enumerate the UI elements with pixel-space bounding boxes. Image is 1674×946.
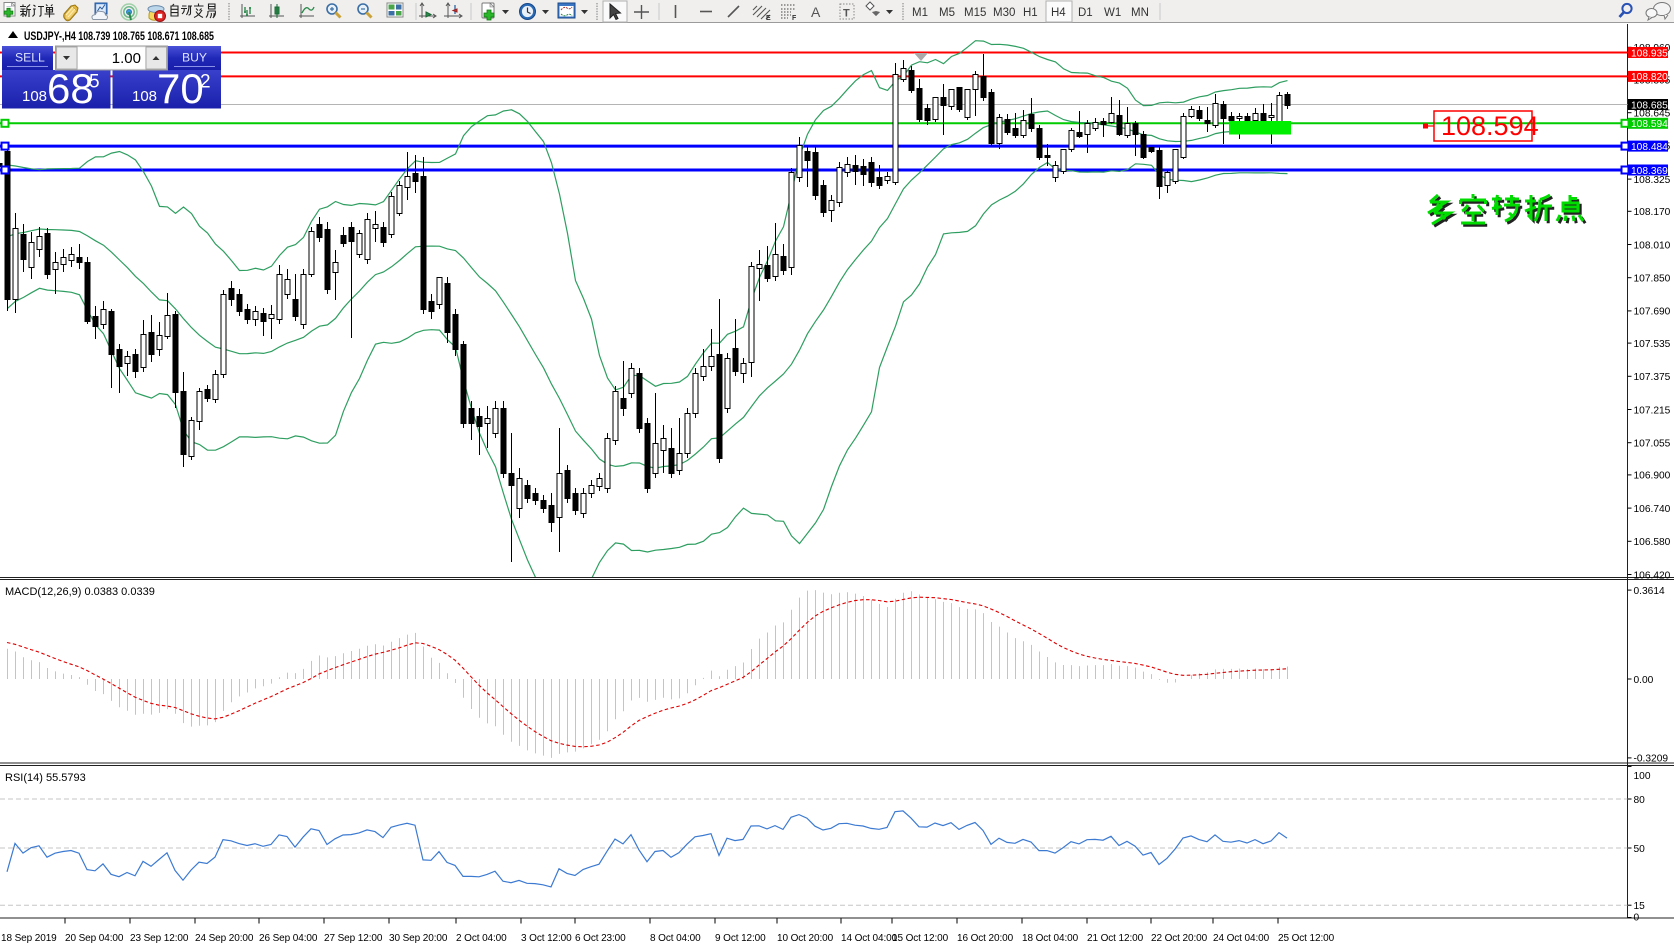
svg-text:107.535: 107.535 xyxy=(1634,339,1671,350)
svg-text:H1: H1 xyxy=(1023,7,1038,19)
svg-text:26 Sep 04:00: 26 Sep 04:00 xyxy=(259,933,318,944)
svg-text:H4: H4 xyxy=(1051,7,1066,19)
svg-text:M15: M15 xyxy=(964,7,986,19)
svg-text:16 Oct 20:00: 16 Oct 20:00 xyxy=(957,933,1014,944)
svg-text:30 Sep 20:00: 30 Sep 20:00 xyxy=(389,933,448,944)
svg-text:25 Oct 12:00: 25 Oct 12:00 xyxy=(1278,933,1335,944)
svg-text:USDJPY-,H4 108.739 108.765 10: USDJPY-,H4 108.739 108.765 108.671 108.6… xyxy=(24,31,214,43)
svg-text:108.594: 108.594 xyxy=(1441,111,1539,141)
svg-text:6 Oct 23:00: 6 Oct 23:00 xyxy=(575,933,626,944)
svg-text:9 Oct 12:00: 9 Oct 12:00 xyxy=(715,933,766,944)
svg-text:106.580: 106.580 xyxy=(1634,537,1671,548)
svg-text:70: 70 xyxy=(157,65,204,112)
svg-text:BUY: BUY xyxy=(182,51,207,65)
svg-text:108.170: 108.170 xyxy=(1634,207,1671,218)
svg-text:T: T xyxy=(843,8,850,20)
svg-text:0.00: 0.00 xyxy=(1634,675,1654,686)
svg-text:24 Sep 20:00: 24 Sep 20:00 xyxy=(195,933,254,944)
svg-text:106.740: 106.740 xyxy=(1634,504,1671,515)
svg-text:107.690: 107.690 xyxy=(1634,307,1671,318)
svg-text:20 Sep 04:00: 20 Sep 04:00 xyxy=(65,933,124,944)
svg-text:F: F xyxy=(792,15,797,22)
svg-text:108.820: 108.820 xyxy=(1631,72,1668,83)
svg-text:15 Oct 12:00: 15 Oct 12:00 xyxy=(892,933,949,944)
svg-text:108: 108 xyxy=(22,88,47,105)
svg-text:5: 5 xyxy=(89,72,100,93)
svg-text:-0.3209: -0.3209 xyxy=(1634,754,1669,765)
svg-text:18 Oct 04:00: 18 Oct 04:00 xyxy=(1022,933,1079,944)
svg-text:108.010: 108.010 xyxy=(1634,240,1671,251)
svg-text:0.3614: 0.3614 xyxy=(1634,586,1665,597)
svg-text:1.00: 1.00 xyxy=(112,50,141,67)
svg-text:23 Sep 12:00: 23 Sep 12:00 xyxy=(130,933,189,944)
svg-text:27 Sep 12:00: 27 Sep 12:00 xyxy=(324,933,383,944)
svg-text:106.900: 106.900 xyxy=(1634,471,1671,482)
svg-text:80: 80 xyxy=(1634,795,1646,806)
svg-text:100: 100 xyxy=(1634,771,1651,782)
svg-text:W1: W1 xyxy=(1104,7,1121,19)
svg-text:108.935: 108.935 xyxy=(1631,48,1668,59)
svg-text:E: E xyxy=(766,15,771,22)
svg-text:108.484: 108.484 xyxy=(1631,142,1668,153)
svg-text:M5: M5 xyxy=(939,7,955,19)
svg-text:RSI(14) 55.5793: RSI(14) 55.5793 xyxy=(5,772,86,784)
svg-text:108.325: 108.325 xyxy=(1634,175,1671,186)
svg-text:2: 2 xyxy=(200,72,211,93)
svg-text:MACD(12,26,9) 0.0383 0.0339: MACD(12,26,9) 0.0383 0.0339 xyxy=(5,586,155,598)
svg-text:8 Oct 04:00: 8 Oct 04:00 xyxy=(650,933,701,944)
svg-text:108.645: 108.645 xyxy=(1634,109,1671,120)
svg-text:MN: MN xyxy=(1131,7,1149,19)
svg-text:50: 50 xyxy=(1634,844,1646,855)
svg-text:68: 68 xyxy=(47,65,94,112)
svg-text:108.685: 108.685 xyxy=(1631,100,1668,111)
svg-text:14 Oct 04:00: 14 Oct 04:00 xyxy=(841,933,898,944)
svg-text:A: A xyxy=(811,4,821,20)
svg-text:21 Oct 12:00: 21 Oct 12:00 xyxy=(1087,933,1144,944)
svg-text:15: 15 xyxy=(1634,901,1646,912)
svg-text:106.420: 106.420 xyxy=(1634,570,1671,581)
svg-text:107.055: 107.055 xyxy=(1634,439,1671,450)
svg-text:18 Sep 2019: 18 Sep 2019 xyxy=(1,933,57,944)
svg-text:108: 108 xyxy=(132,88,157,105)
svg-text:M1: M1 xyxy=(912,7,928,19)
svg-text:0: 0 xyxy=(1634,912,1640,923)
svg-text:107.375: 107.375 xyxy=(1634,372,1671,383)
svg-text:2 Oct 04:00: 2 Oct 04:00 xyxy=(456,933,507,944)
svg-text:D1: D1 xyxy=(1078,7,1093,19)
svg-text:10 Oct 20:00: 10 Oct 20:00 xyxy=(777,933,834,944)
svg-text:107.215: 107.215 xyxy=(1634,405,1671,416)
svg-text:108.369: 108.369 xyxy=(1631,166,1668,177)
svg-text:24 Oct 04:00: 24 Oct 04:00 xyxy=(1213,933,1270,944)
svg-text:108.594: 108.594 xyxy=(1631,119,1668,130)
svg-text:SELL: SELL xyxy=(15,51,45,65)
svg-text:M30: M30 xyxy=(993,7,1015,19)
svg-text:107.850: 107.850 xyxy=(1634,274,1671,285)
svg-text:3 Oct 12:00: 3 Oct 12:00 xyxy=(521,933,572,944)
svg-text:22 Oct 20:00: 22 Oct 20:00 xyxy=(1151,933,1208,944)
